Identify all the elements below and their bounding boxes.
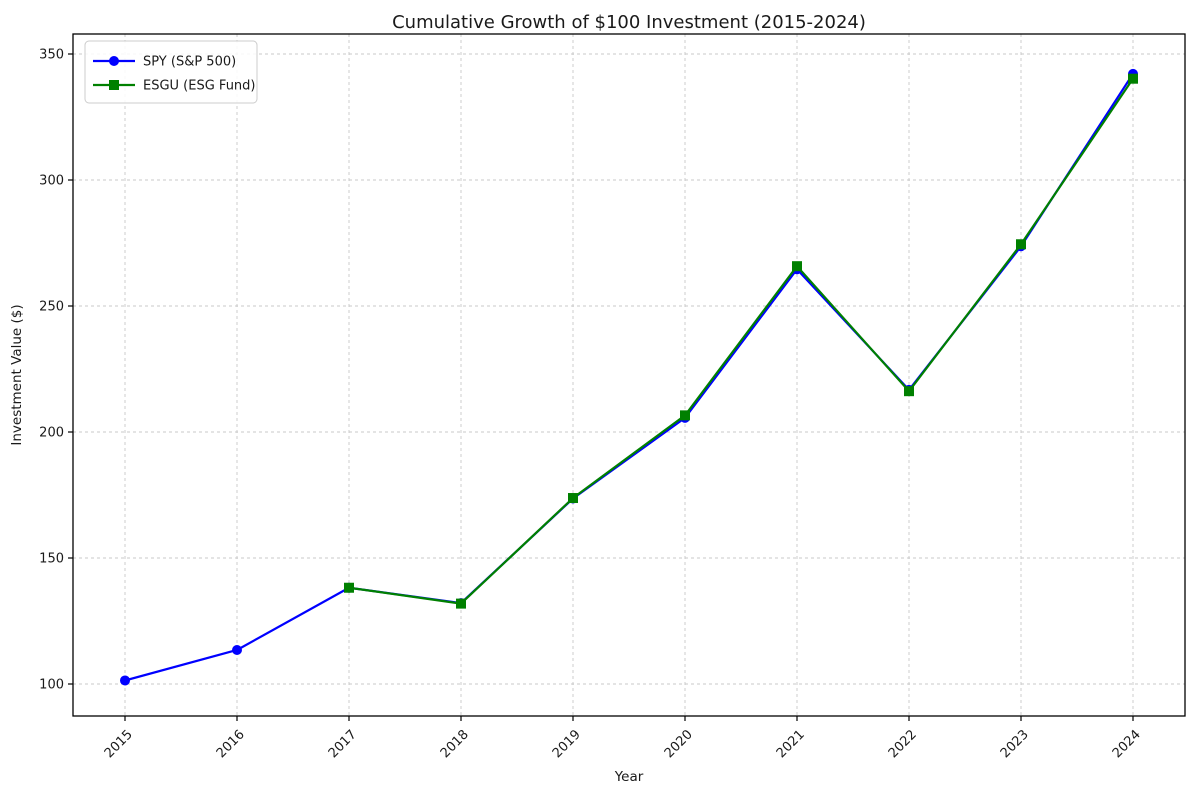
y-tick-label-200: 200 (39, 426, 64, 441)
esgu-marker-2021 (792, 261, 802, 272)
legend-box (84, 40, 258, 104)
series-line-esgu (347, 77, 1135, 605)
esgu-marker-2018 (456, 598, 466, 609)
x-tick-label-2024: 2024 (1110, 727, 1144, 761)
y-tick-label-250: 250 (39, 300, 64, 315)
legend: SPY (S&P 500) ESGU (ESG Fund) (84, 40, 258, 104)
x-tick-label-2019: 2019 (550, 727, 584, 761)
y-tick-label-350: 350 (39, 48, 64, 63)
y-tick-label-100: 100 (39, 678, 64, 693)
y-tick-label-300: 300 (39, 174, 64, 189)
chart-title: Cumulative Growth of $100 Investment (20… (392, 12, 866, 33)
grid-layer (73, 34, 1185, 716)
tick-layer: 2015 2016 2017 2018 2019 2020 2021 2022 2023 2024… (39, 48, 1144, 762)
x-tick-label-2016: 2016 (214, 727, 248, 761)
spy-marker-2016 (232, 644, 242, 655)
esgu-marker-2017 (344, 582, 354, 593)
spy-marker-2015 (120, 675, 130, 686)
y-tick-label-150: 150 (39, 552, 64, 567)
legend-marker-spy (109, 56, 119, 66)
esgu-marker-2022 (904, 386, 914, 397)
legend-marker-esgu (109, 80, 119, 90)
x-tick-label-2020: 2020 (662, 727, 696, 761)
legend-label-spy: SPY (S&P 500) (143, 55, 236, 70)
series-spy (120, 68, 1138, 686)
y-axis-label: Investment Value ($) (9, 304, 25, 445)
series-line-spy (123, 72, 1135, 682)
esgu-marker-2024 (1128, 73, 1138, 84)
esgu-marker-2019 (568, 493, 578, 504)
x-tick-label-2021: 2021 (774, 727, 808, 761)
plot-border (72, 33, 1186, 717)
series-layer (120, 68, 1138, 686)
esgu-marker-2023 (1016, 239, 1026, 250)
x-tick-label-2015: 2015 (102, 727, 136, 761)
x-tick-label-2017: 2017 (326, 727, 360, 761)
x-tick-label-2022: 2022 (886, 727, 920, 761)
series-esgu (344, 73, 1138, 609)
x-tick-label-2018: 2018 (438, 727, 472, 761)
legend-label-esgu: ESGU (ESG Fund) (143, 79, 256, 94)
esgu-marker-2020 (680, 410, 690, 421)
x-tick-label-2023: 2023 (998, 727, 1032, 761)
x-axis-label: Year (614, 769, 644, 785)
